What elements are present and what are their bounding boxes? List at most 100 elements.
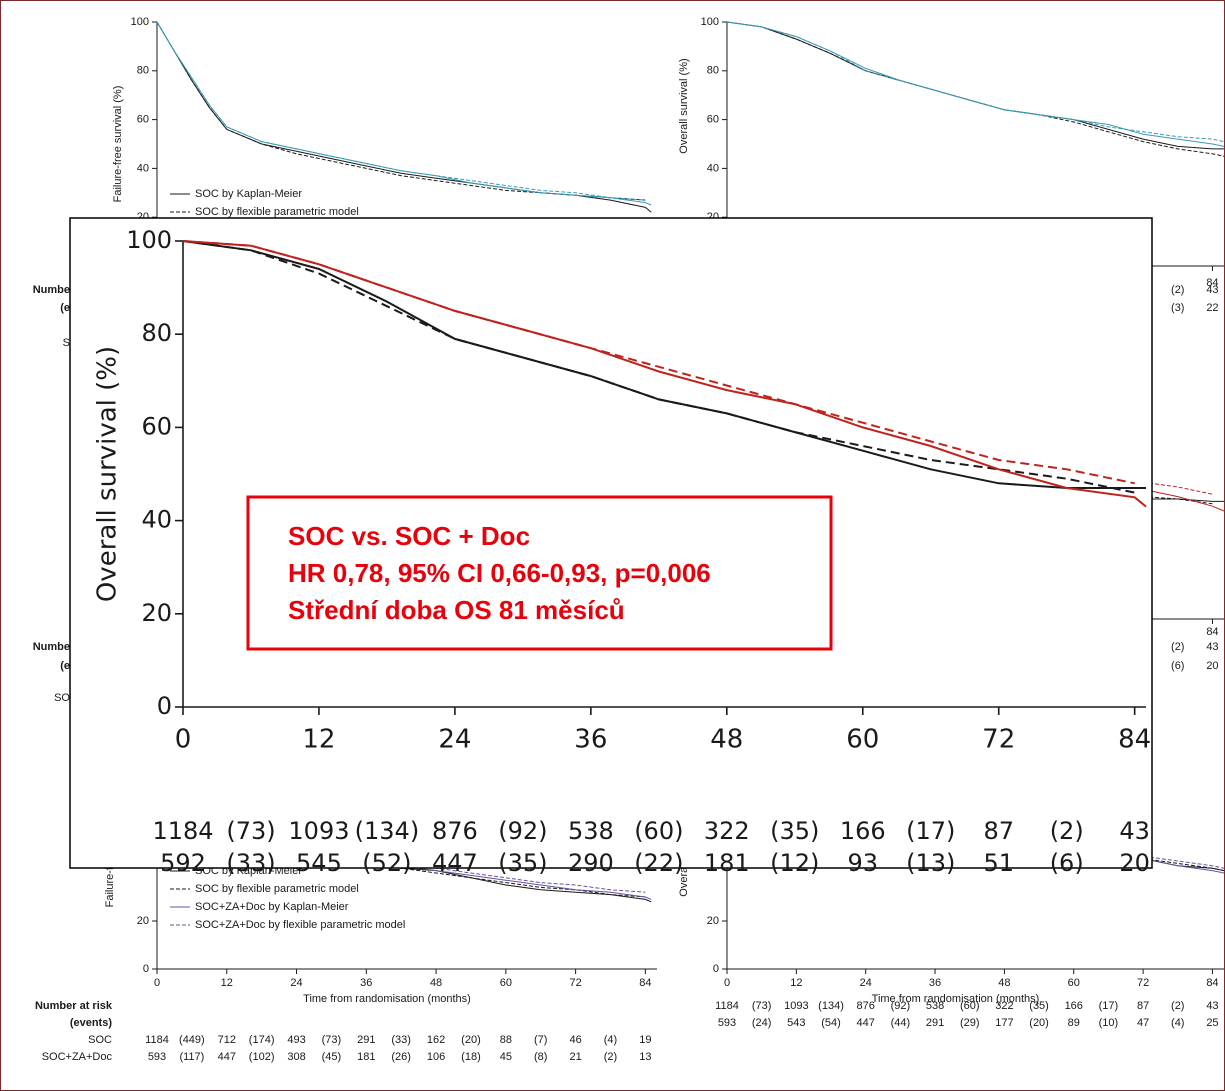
risk-cell: 43 <box>1119 817 1150 845</box>
risk-cell: 447 <box>432 849 478 877</box>
annotation-line: Střední doba OS 81 měsíců <box>288 595 625 625</box>
risk-row-label: SO <box>54 692 70 704</box>
legend-label: SOC by flexible parametric model <box>195 883 359 895</box>
background-figures: 20 40 60 80 100 Failure-free survival (%) SOC … <box>33 16 1225 1063</box>
risk-cell: (33) <box>391 1034 411 1046</box>
survival-curve <box>1142 488 1225 512</box>
x-tick-label: 84 <box>1206 277 1218 289</box>
risk-cell: (8) <box>534 1051 547 1063</box>
y-tick-label: 20 <box>707 915 719 927</box>
x-tick-label: 84 <box>1206 977 1218 989</box>
x-tick-label: 36 <box>574 725 607 755</box>
risk-cell: 308 <box>287 1051 305 1063</box>
risk-cell: (12) <box>770 849 819 877</box>
risk-cell: (10) <box>1099 1017 1119 1029</box>
risk-cell: (73) <box>226 817 275 845</box>
overlay-panel <box>69 217 1153 869</box>
x-tick-label: 84 <box>1206 626 1218 638</box>
y-axis-label: Overall survival (%) <box>93 346 123 602</box>
y-tick-label: 60 <box>137 114 149 126</box>
risk-cell: 181 <box>704 849 750 877</box>
risk-row-label: SOC+ZA+Doc <box>42 1051 113 1063</box>
risk-cell: 593 <box>718 1017 736 1029</box>
risk-table-title: (e <box>60 302 70 314</box>
risk-cell: (4) <box>604 1034 617 1046</box>
x-tick-label: 36 <box>929 977 941 989</box>
survival-curve <box>726 21 1225 143</box>
risk-cell: (73) <box>752 1000 772 1012</box>
risk-cell: (26) <box>391 1051 411 1063</box>
risk-table-title: (events) <box>70 1017 113 1029</box>
y-tick-label: 20 <box>141 599 172 627</box>
risk-cell: (22) <box>634 849 683 877</box>
risk-cell: 322 <box>995 1000 1013 1012</box>
risk-table-title: Number at risk <box>35 1000 113 1012</box>
survival-curve <box>726 21 1225 147</box>
y-axis-label: Overall survival (%) <box>678 58 690 153</box>
risk-row-label: S <box>63 337 70 349</box>
y-tick-label: 100 <box>126 226 172 254</box>
risk-cell: 43 <box>1206 284 1218 296</box>
risk-cell: 19 <box>639 1034 651 1046</box>
survival-curve <box>182 240 1135 485</box>
risk-cell: 20 <box>1206 660 1218 672</box>
overlay-figure: 0 20 40 60 80 100 0 12 24 36 48 60 72 84 Overall survi… <box>93 226 1152 877</box>
risk-cell: 876 <box>857 1000 875 1012</box>
risk-cell: (44) <box>891 1017 911 1029</box>
risk-cell: 291 <box>357 1034 375 1046</box>
x-axis-label: Time from randomisation (months) <box>303 993 471 1005</box>
risk-cell: (54) <box>821 1017 841 1029</box>
y-tick-label: 80 <box>137 65 149 77</box>
risk-cell: 43 <box>1206 1000 1218 1012</box>
y-tick-label: 0 <box>713 963 719 975</box>
x-tick-label: 60 <box>846 725 879 755</box>
risk-cell: (4) <box>1171 1017 1184 1029</box>
risk-cell: (20) <box>1029 1017 1049 1029</box>
risk-cell: 543 <box>787 1017 805 1029</box>
risk-cell: 106 <box>427 1051 445 1063</box>
survival-curve <box>156 21 646 201</box>
risk-cell: (7) <box>534 1034 547 1046</box>
y-axis-label: Failure-free survival (%) <box>112 86 124 203</box>
y-tick-label: 0 <box>143 963 149 975</box>
risk-cell: (117) <box>179 1051 204 1063</box>
x-axis-label: Time from randomisation (months) <box>872 993 1040 1005</box>
risk-table-title: (e <box>60 660 70 672</box>
risk-cell: 166 <box>840 817 886 845</box>
annotation-line: HR 0,78, 95% CI 0,66-0,93, p=0,006 <box>288 558 711 588</box>
y-tick-label: 20 <box>137 915 149 927</box>
risk-cell: 1093 <box>288 817 349 845</box>
y-tick-label: 100 <box>131 16 149 28</box>
risk-row-label: SOC <box>88 1034 112 1046</box>
x-tick-label: 60 <box>500 977 512 989</box>
survival-curve <box>156 21 646 201</box>
risk-cell: 13 <box>639 1051 651 1063</box>
y-tick-label: 100 <box>701 16 719 28</box>
risk-cell: (134) <box>818 1000 844 1012</box>
risk-cell: (60) <box>960 1000 980 1012</box>
risk-cell: 493 <box>287 1034 305 1046</box>
x-tick-label: 0 <box>175 725 192 755</box>
y-tick-label: 60 <box>141 412 172 440</box>
risk-cell: 876 <box>432 817 478 845</box>
risk-cell: 21 <box>569 1051 581 1063</box>
x-tick-label: 48 <box>998 977 1010 989</box>
risk-cell: 25 <box>1206 1017 1218 1029</box>
legend-label: SOC by Kaplan-Meier <box>195 188 302 200</box>
risk-cell: (35) <box>770 817 819 845</box>
risk-cell: 712 <box>218 1034 236 1046</box>
risk-cell: 593 <box>148 1051 166 1063</box>
risk-cell: (20) <box>461 1034 481 1046</box>
risk-cell: (92) <box>891 1000 911 1012</box>
risk-cell: (24) <box>752 1017 772 1029</box>
x-tick-label: 48 <box>710 725 743 755</box>
risk-cell: 45 <box>500 1051 512 1063</box>
risk-cell: 592 <box>160 849 206 877</box>
risk-cell: 538 <box>568 817 614 845</box>
survival-curve <box>726 21 1225 157</box>
risk-cell: 89 <box>1068 1017 1080 1029</box>
risk-cell: (18) <box>461 1051 481 1063</box>
x-tick-label: 12 <box>790 977 802 989</box>
x-tick-label: 12 <box>302 725 335 755</box>
legend-label: SOC+ZA+Doc by flexible parametric model <box>195 919 405 931</box>
